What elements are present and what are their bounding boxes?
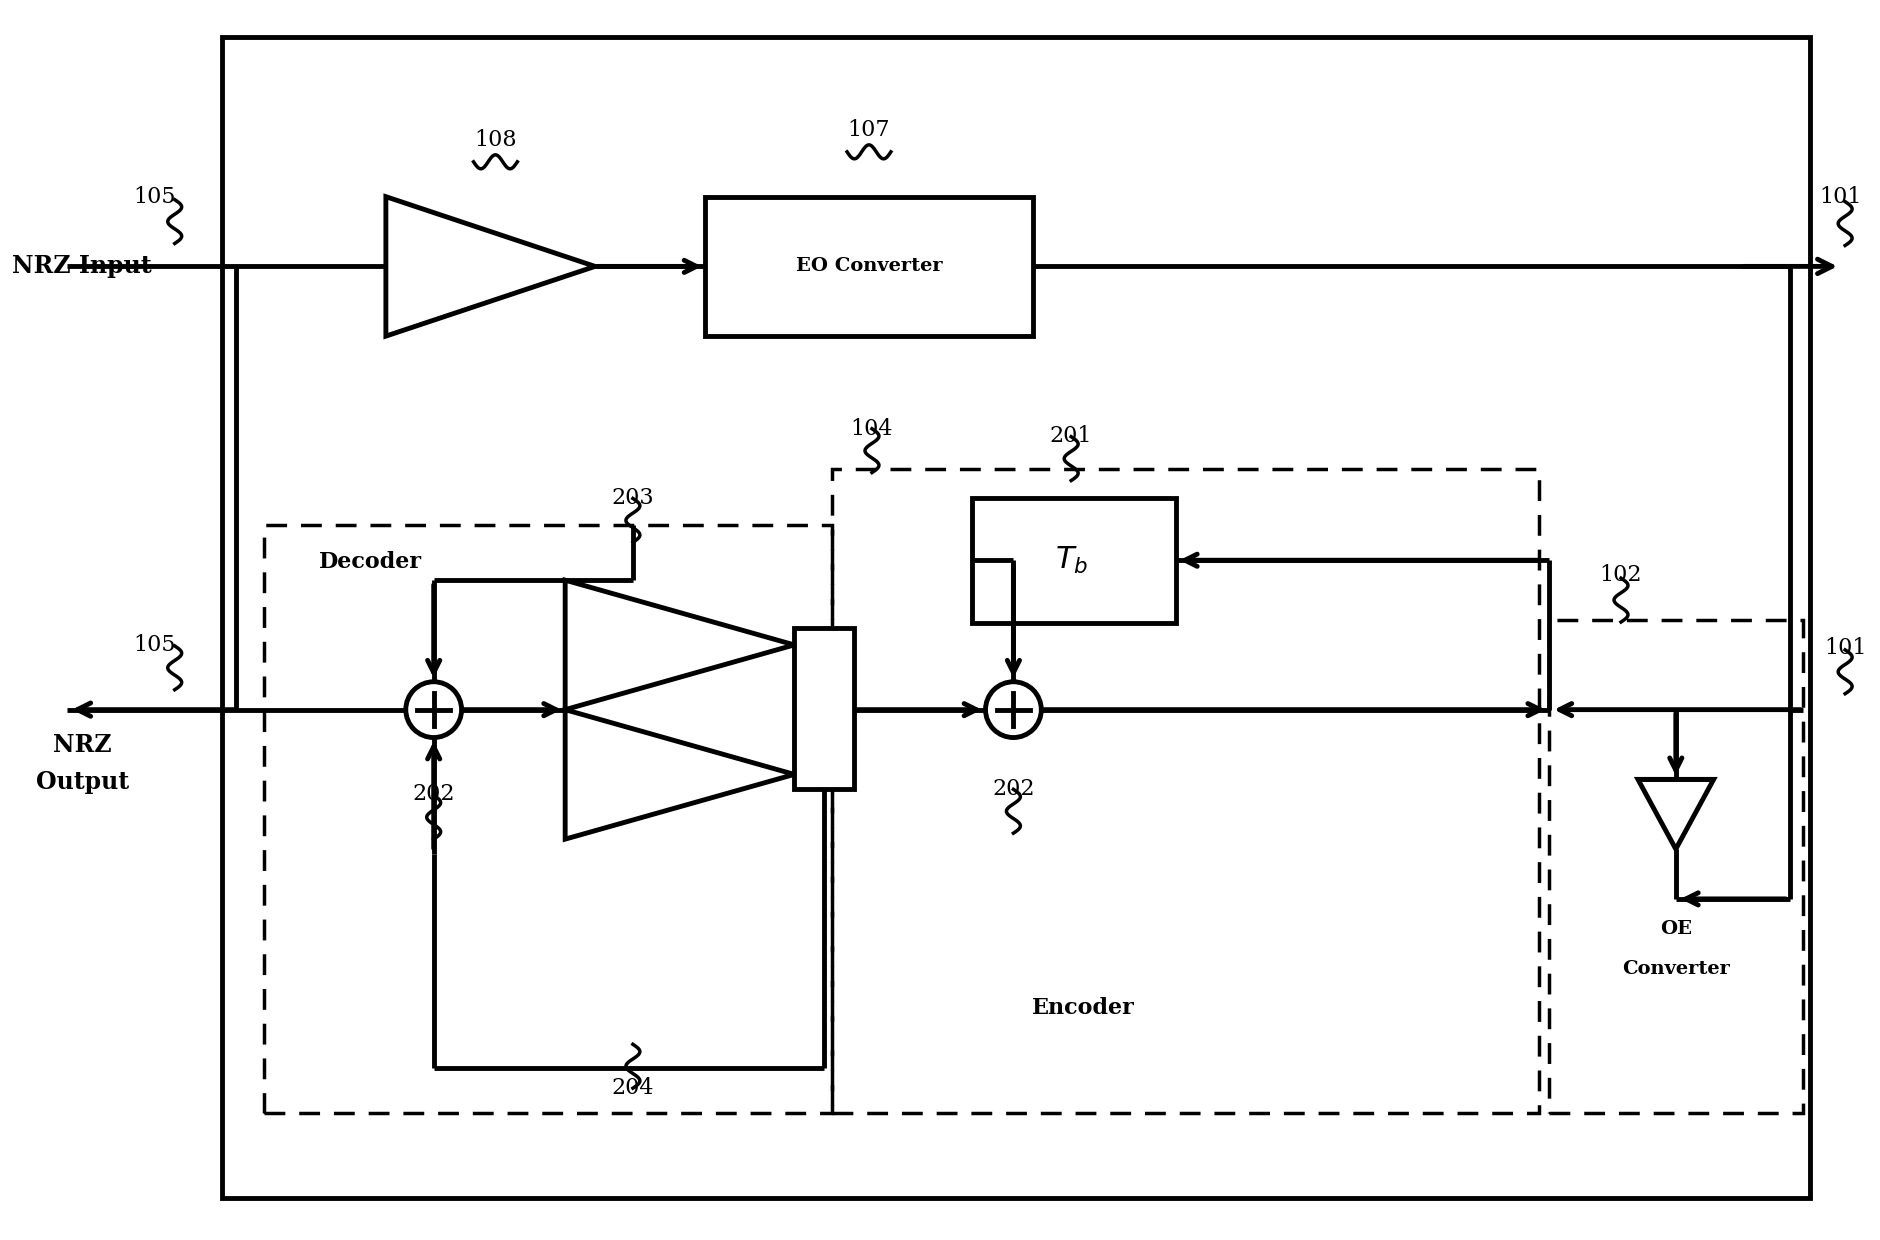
Bar <box>1549 620 1803 1114</box>
Text: 101: 101 <box>1820 186 1861 207</box>
Text: 203: 203 <box>611 487 654 510</box>
Text: $T_b$: $T_b$ <box>1055 544 1089 575</box>
Polygon shape <box>385 197 596 336</box>
Text: EO Converter: EO Converter <box>795 258 942 275</box>
Text: 201: 201 <box>1049 425 1092 446</box>
Text: 102: 102 <box>1600 564 1643 587</box>
Text: 108: 108 <box>474 129 517 151</box>
Text: LA Bot: LA Bot <box>639 765 707 784</box>
Bar <box>705 197 1034 336</box>
Text: RF Driver: RF Driver <box>431 260 536 278</box>
Circle shape <box>406 682 462 738</box>
Text: 104: 104 <box>852 418 893 440</box>
Text: 202: 202 <box>993 779 1034 800</box>
Text: Output: Output <box>36 770 128 795</box>
Polygon shape <box>566 709 793 839</box>
Text: LA Top: LA Top <box>639 629 707 647</box>
Bar <box>222 37 1810 1198</box>
Bar <box>972 498 1175 622</box>
Polygon shape <box>1637 780 1715 849</box>
Text: 105: 105 <box>133 634 177 656</box>
Text: 101: 101 <box>1824 637 1867 658</box>
Text: NRZ Input: NRZ Input <box>13 254 152 279</box>
Text: Encoder: Encoder <box>1032 997 1134 1019</box>
Bar <box>265 526 833 1114</box>
Text: Decoder: Decoder <box>320 552 423 573</box>
Bar <box>793 627 854 790</box>
Circle shape <box>985 682 1042 738</box>
Text: 107: 107 <box>848 119 891 141</box>
Text: OE: OE <box>1660 920 1692 937</box>
Polygon shape <box>566 580 793 709</box>
Text: 204: 204 <box>611 1078 654 1099</box>
Text: 105: 105 <box>133 186 177 207</box>
Bar <box>833 469 1540 1114</box>
Text: 202: 202 <box>412 784 455 805</box>
Text: Converter: Converter <box>1622 960 1730 977</box>
Text: NRZ: NRZ <box>53 733 111 756</box>
